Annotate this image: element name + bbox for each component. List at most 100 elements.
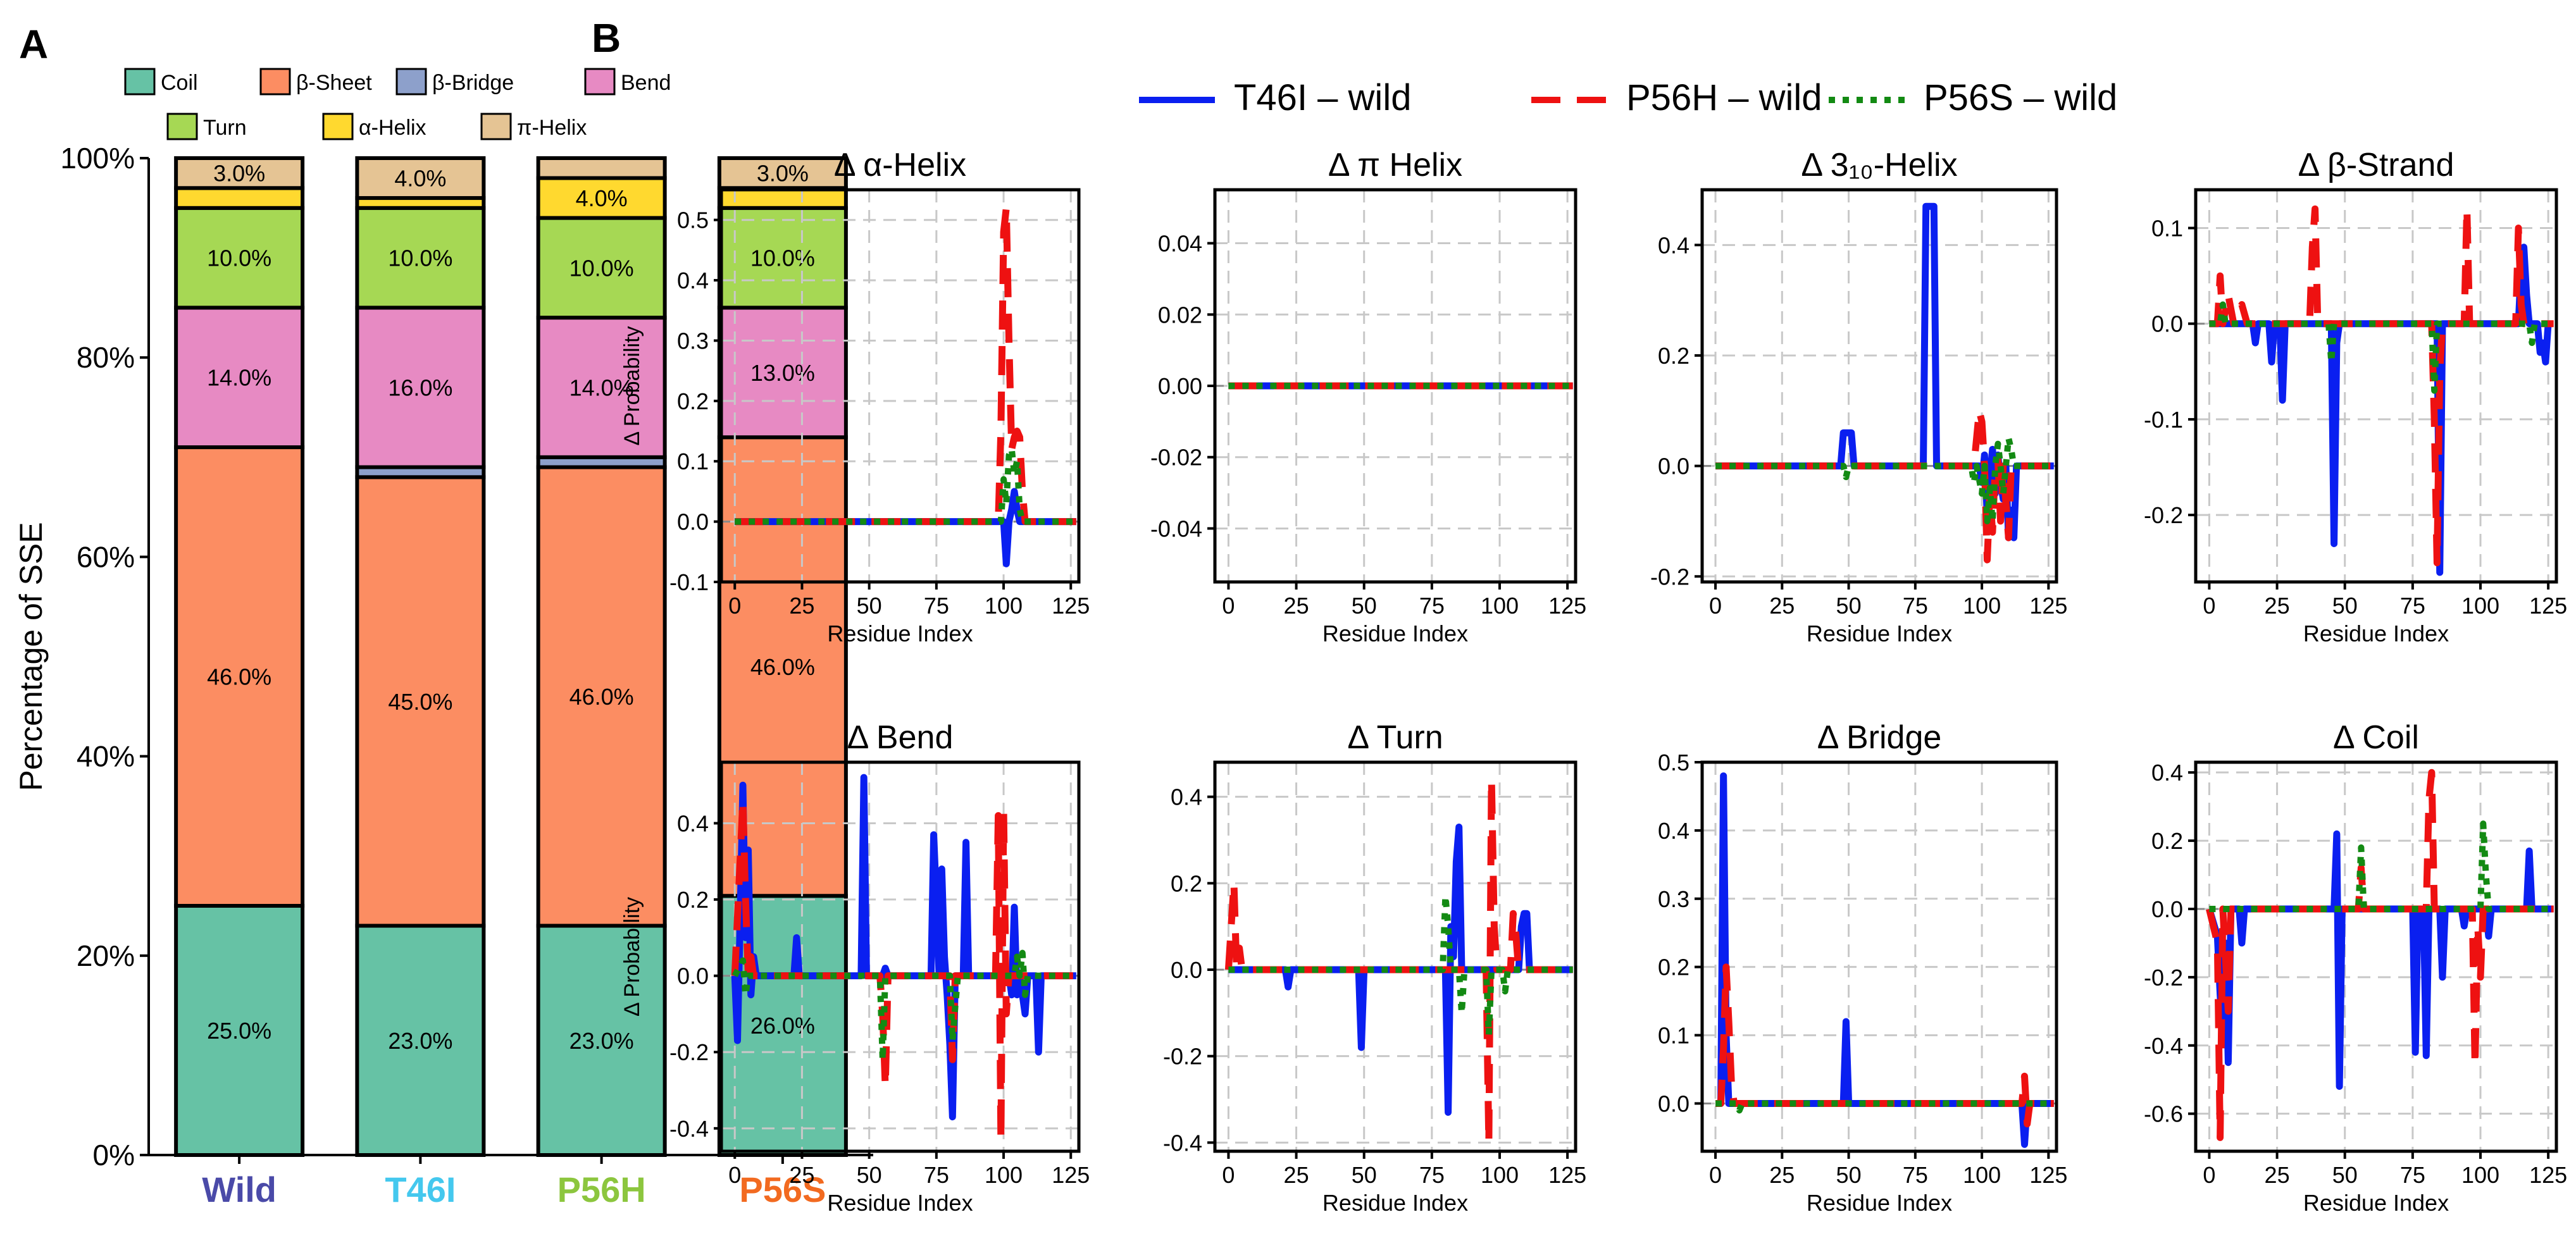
y-tick-label: 60% [77, 540, 135, 573]
x-axis-label: Residue Index [1322, 621, 1468, 646]
y-tick-label: -0.1 [2144, 407, 2183, 433]
y-tick-label: 0.04 [1158, 231, 1202, 257]
series-line-t46i [735, 488, 1076, 567]
panel-title: Δ β-Strand [2298, 147, 2455, 183]
x-tick-label: 100 [2461, 1162, 2499, 1188]
y-axis-label: Δ Probability [620, 326, 644, 445]
panel-title: Δ π Helix [1328, 147, 1462, 183]
x-tick-label: 0 [2203, 593, 2215, 619]
x-tick-label: 25 [789, 593, 814, 619]
y-tick-label: 0.0 [1658, 454, 1689, 479]
x-tick-label: 75 [924, 1162, 949, 1188]
y-tick-label: 40% [77, 740, 135, 773]
y-tick-label: 20% [77, 939, 135, 972]
x-tick-label: 125 [2529, 1162, 2567, 1188]
stacked-bar-legend: Coil β-Sheet β-Bridge Bend Turn α-Helix π-Heli… [124, 68, 671, 140]
bar-segment-sheet [174, 445, 305, 908]
line-panel: 0 25 50 75 100 125 Residue Index -0.2 0.0 0.2 0.4 Δ… [1650, 147, 2067, 646]
bar-value-label: 16.0% [388, 374, 452, 400]
panel-label-b: B [592, 15, 621, 61]
x-tick-label: 50 [1352, 593, 1377, 619]
y-tick-label: 0.2 [677, 388, 709, 414]
panel-title: Δ Turn [1347, 719, 1443, 756]
x-tick-label: 0 [1709, 593, 1722, 619]
x-tick-label: 125 [1052, 1162, 1090, 1188]
series-line-p56s [1228, 893, 1573, 1038]
bar-value-label: 10.0% [750, 245, 815, 271]
plot-frame [2194, 188, 2558, 584]
x-tick-label: 100 [1963, 1162, 2001, 1188]
x-axis-label: Residue Index [1322, 1190, 1468, 1216]
panel-title: Δ Bend [847, 719, 954, 756]
bar-segment-pihelix [536, 156, 667, 180]
series-line-p56s [735, 446, 1076, 525]
x-axis-label: Residue Index [827, 621, 973, 646]
x-tick-label: 100 [985, 593, 1023, 619]
bar-segment-turn [536, 216, 667, 320]
x-tick-label: 25 [1769, 593, 1795, 619]
x-tick-label: 0 [1222, 1162, 1235, 1188]
y-tick-label: 0.00 [1158, 373, 1202, 399]
series-line-p56s [2209, 820, 2554, 912]
bar-segment-bend [355, 306, 486, 469]
legend-swatch-turn [166, 113, 198, 140]
y-tick-label: -0.4 [669, 1116, 709, 1142]
x-tick-label: 125 [2029, 1162, 2067, 1188]
bar-value-label: 3.0% [757, 161, 809, 187]
bar-value-label: 46.0% [750, 654, 815, 680]
legend-label-p56h: P56H – wild [1626, 77, 1822, 118]
series-line-p56h [731, 796, 1076, 1144]
y-tick-label: 80% [77, 341, 135, 374]
x-tick-label: 75 [1903, 1162, 1928, 1188]
legend-label-pihelix: π-Helix [517, 116, 587, 140]
bar-value-label: 46.0% [207, 664, 271, 690]
y-tick-label: -0.02 [1150, 445, 1202, 471]
series-line-t46i [2206, 830, 2554, 1090]
panel-label-a: A [19, 22, 48, 67]
series-line-p56s [1715, 435, 2054, 524]
legend-label-p56s: P56S – wild [1924, 77, 2117, 118]
plot-frame [1700, 760, 2058, 1153]
x-tick-label: 0 [1709, 1162, 1722, 1188]
line-panel: 0 25 50 75 100 125 Residue Index -0.4 -0.2 0.0 0.2… [1163, 719, 1586, 1216]
line-chart-legend: T46I – wild P56H – wild P56S – wild [1139, 77, 2117, 118]
y-tick-label: 0.0 [1658, 1091, 1689, 1116]
x-tick-label: 100 [1963, 593, 2001, 619]
y-axis-label: Percentage of SSE [13, 522, 49, 791]
bar-segment-sheet [536, 465, 667, 928]
x-tick-label: 75 [2400, 1162, 2425, 1188]
line-panel: 0 25 50 75 100 125 Residue Index -0.4 -0.2 0.0 0.2… [620, 719, 1090, 1216]
legend-swatch-coil [124, 68, 156, 96]
series-line-p56h [1715, 963, 2054, 1128]
series-line-p56h [2206, 769, 2554, 1141]
series-line-p56s [2209, 301, 2554, 394]
bar-value-label: 14.0% [569, 374, 634, 400]
bar-value-label: 14.0% [207, 365, 271, 391]
panel-title: Δ Bridge [1817, 719, 1942, 756]
x-tick-label: 75 [1903, 593, 1928, 619]
bar-segment-ahelix [174, 186, 305, 210]
x-tick-label: 125 [2529, 593, 2567, 619]
y-tick-label: -0.6 [2144, 1101, 2183, 1127]
x-tick-label: 100 [2461, 593, 2499, 619]
x-tick-label: 100 [985, 1162, 1023, 1188]
bar-value-label: 26.0% [750, 1013, 815, 1039]
x-tick-label: 75 [1419, 1162, 1445, 1188]
legend-swatch-bend [584, 68, 616, 96]
bar-segment-pihelix [717, 156, 848, 190]
bar-segment-turn [717, 206, 848, 310]
y-tick-label: 0.4 [677, 810, 709, 836]
x-tick-label: 75 [2400, 593, 2425, 619]
y-tick-label: -0.2 [2144, 502, 2183, 528]
line-panel: 0 25 50 75 100 125 Residue Index -0.1 0.0 0.1 0.2 0… [620, 147, 1090, 646]
y-tick-label: -0.2 [1163, 1044, 1202, 1070]
legend-label-turn: Turn [203, 116, 247, 140]
x-category-label: P56S [739, 1170, 826, 1209]
x-category-label: Wild [202, 1170, 277, 1209]
bar-value-label: 10.0% [569, 255, 634, 281]
x-tick-label: 0 [728, 1162, 741, 1188]
x-axis-label: Residue Index [1807, 621, 1952, 646]
x-tick-label: 125 [2029, 593, 2067, 619]
plot-frame [2194, 760, 2558, 1153]
